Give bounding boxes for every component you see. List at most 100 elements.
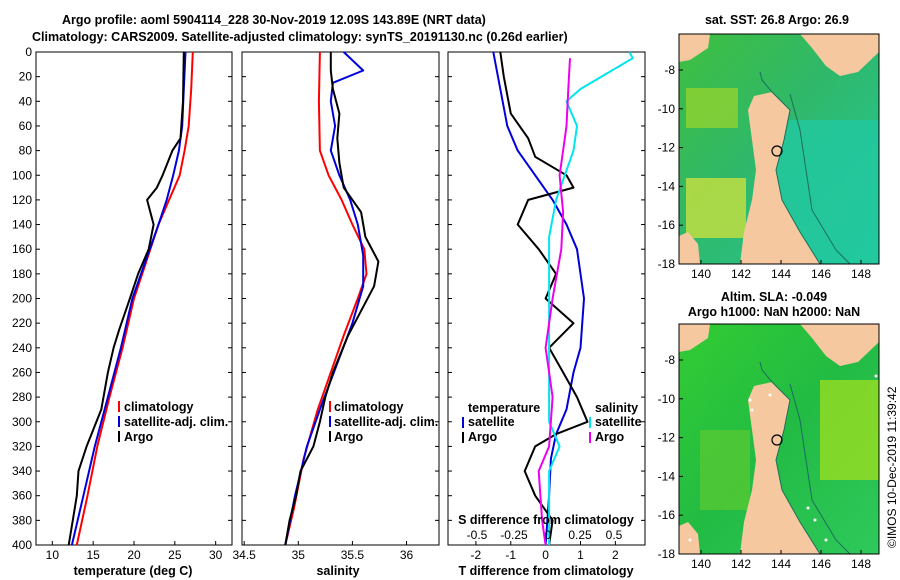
- missing-data-dot: [768, 393, 772, 397]
- legend-s-argo: Argo: [595, 430, 625, 444]
- depth-tick-label: 0: [25, 45, 32, 59]
- land-cape-york: [740, 92, 820, 264]
- sla-patch: [700, 430, 750, 510]
- salinity-xlabel: salinity: [316, 564, 359, 578]
- salinity-diff-ticks: -0.5 -0.25 0 0.25 0.5: [467, 528, 623, 542]
- sst-map-frame: [678, 33, 880, 265]
- coastline: [759, 71, 821, 264]
- x-tick-label: 36: [400, 548, 414, 562]
- map-y-tick-label: -16: [658, 508, 676, 522]
- difference-legend-temperature: temperature satellite Argo: [462, 401, 540, 444]
- missing-data-dot: [750, 408, 754, 412]
- map-y-tick-label: -16: [658, 218, 676, 232]
- difference-xlabel-salinity: S difference from climatology: [458, 513, 634, 527]
- x-tick-label: 35: [292, 548, 306, 562]
- legend-t-argo: Argo: [468, 430, 498, 444]
- salinity-panel-frame: [241, 51, 440, 546]
- depth-tick-label: 100: [12, 168, 32, 182]
- depth-tick-label: 160: [12, 242, 32, 256]
- x-tick-label: -1: [505, 548, 516, 562]
- land-north: [679, 34, 710, 62]
- warm-patch: [686, 178, 746, 238]
- map-y-tick-label: -8: [664, 353, 675, 367]
- land-png: [800, 34, 879, 76]
- map-x-tick-label: 142: [731, 557, 751, 571]
- depth-tick-label: 240: [12, 341, 32, 355]
- map-x-tick-label: 144: [771, 267, 791, 281]
- land-southwest: [679, 522, 700, 554]
- legend-satellite: satellite-adj. clim.: [334, 415, 438, 429]
- legend-title-salinity: salinity: [595, 401, 638, 415]
- map-y-tick-label: -18: [658, 257, 676, 271]
- depth-tick-label: 60: [19, 119, 33, 133]
- sla-map: [679, 324, 879, 554]
- series-line-satellite-adj-clim-: [70, 51, 187, 546]
- sla-map-ticks: 140 142 144 146 148 -8 -10 -12 -14 -16 -18: [658, 353, 872, 571]
- map-y-tick-label: -8: [664, 63, 675, 77]
- depth-tick-labels: 0 20 40 60 80 100 120 140 160 180 200 220 240 260 280 3…: [12, 45, 32, 552]
- depth-tick-label: 380: [12, 513, 32, 527]
- x-tick-label: 34.5: [232, 548, 256, 562]
- x-tick-label: 25: [168, 548, 182, 562]
- x-tick-label: 20: [127, 548, 141, 562]
- series-line-t-argo: [499, 51, 589, 546]
- series-line-argo: [67, 51, 185, 546]
- map-y-tick-label: -18: [658, 547, 676, 561]
- map-y-tick-label: -12: [658, 141, 676, 155]
- depth-tick-label: 400: [12, 538, 32, 552]
- depth-tick-label: 40: [19, 94, 33, 108]
- missing-data-dot: [813, 518, 817, 522]
- difference-xlabel: T difference from climatology: [458, 564, 633, 578]
- map-x-tick-label: 148: [851, 557, 871, 571]
- missing-data-dot: [688, 538, 692, 542]
- depth-tick-label: 320: [12, 439, 32, 453]
- salinity-legend: climatology satellite-adj. clim. Argo: [329, 400, 438, 444]
- difference-legend-salinity: salinity satellite Argo: [589, 401, 642, 444]
- missing-data-dot: [874, 374, 878, 378]
- depth-tick-label: 80: [19, 144, 33, 158]
- series-line-climatology: [75, 51, 194, 546]
- legend-title-temperature: temperature: [468, 401, 540, 415]
- x-tick-label: 10: [46, 548, 60, 562]
- map-y-tick-label: -12: [658, 431, 676, 445]
- missing-data-dot: [806, 506, 810, 510]
- legend-satellite: satellite-adj. clim.: [124, 415, 228, 429]
- series-line-climatology: [284, 51, 368, 546]
- land-southwest: [679, 232, 700, 264]
- temperature-xlabel: temperature (deg C): [74, 564, 193, 578]
- map-y-tick-label: -14: [658, 179, 676, 193]
- warm-patch: [686, 88, 738, 128]
- reef-contour: [789, 93, 851, 264]
- sla-high-patch: [820, 380, 879, 480]
- map-x-tick-label: 148: [851, 267, 871, 281]
- tick-label: -0.25: [500, 528, 528, 542]
- series-line-s-argo: [537, 58, 571, 546]
- coastline: [759, 361, 821, 554]
- series-line-t-satellite: [492, 51, 585, 546]
- depth-tick-label: 360: [12, 489, 32, 503]
- series-line-argo: [284, 52, 380, 546]
- depth-tick-label: 280: [12, 390, 32, 404]
- x-tick-label: 15: [86, 548, 100, 562]
- depth-tick-label: 180: [12, 267, 32, 281]
- legend-s-satellite: satellite: [595, 415, 642, 429]
- series-line-satellite-adj-clim-: [284, 51, 365, 546]
- argo-float-marker: [771, 434, 783, 446]
- map-x-tick-label: 140: [691, 557, 711, 571]
- land-north: [679, 324, 710, 352]
- legend-climatology: climatology: [124, 400, 194, 414]
- map-y-tick-label: -10: [658, 392, 676, 406]
- tick-label: 0.5: [606, 528, 623, 542]
- title-line-1: Argo profile: aoml 5904114_228 30-Nov-20…: [62, 13, 486, 27]
- legend-argo: Argo: [334, 430, 364, 444]
- x-tick-label: 1: [577, 548, 584, 562]
- map-x-tick-label: 142: [731, 267, 751, 281]
- sla-map-frame: [678, 323, 880, 555]
- tick-label: -0.5: [467, 528, 488, 542]
- missing-data-dot: [824, 538, 828, 542]
- sla-map-title-2: Argo h1000: NaN h2000: NaN: [688, 305, 860, 319]
- map-x-tick-label: 140: [691, 267, 711, 281]
- series-line-s-satellite: [548, 51, 634, 545]
- depth-tick-label: 340: [12, 464, 32, 478]
